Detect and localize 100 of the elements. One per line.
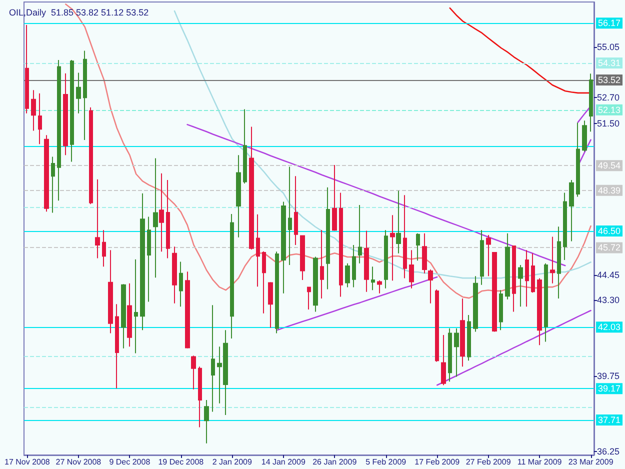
candlestick — [236, 154, 241, 238]
candlestick — [159, 172, 164, 252]
y-tick-label: 39.75 — [597, 371, 620, 382]
candlestick — [179, 261, 183, 308]
x-tick-label: 27 Nov 2008 — [56, 458, 102, 466]
candlestick — [147, 216, 151, 302]
candlestick — [89, 106, 93, 205]
candlestick — [384, 230, 388, 289]
candlestick — [492, 252, 497, 332]
candlestick — [364, 230, 369, 292]
x-tick-label: 23 Mar 2009 — [568, 458, 614, 466]
x-tick-label: 14 Jan 2009 — [261, 458, 306, 466]
line-series — [186, 124, 566, 266]
candlestick — [352, 244, 356, 288]
candlestick — [467, 314, 471, 362]
line-series — [276, 276, 438, 331]
candlestick — [70, 60, 74, 162]
ref-line-label: 37.71 — [598, 414, 621, 425]
x-tick-label: 2 Jan 2009 — [212, 458, 252, 466]
candlestick — [416, 232, 420, 262]
candlestick — [525, 250, 529, 308]
candlestick — [371, 266, 375, 291]
candlestick — [268, 282, 273, 328]
candlestick — [557, 226, 561, 299]
candlestick — [448, 328, 452, 382]
candlestick — [281, 201, 286, 294]
candlestick — [518, 264, 523, 308]
candlestick — [320, 230, 324, 299]
candlestick — [390, 214, 395, 282]
candlestick — [127, 282, 132, 348]
candlestick — [422, 232, 427, 274]
candlestick — [473, 276, 478, 332]
candlestick — [396, 190, 401, 254]
candlestick — [44, 134, 49, 212]
candlestick — [460, 298, 465, 368]
candlestick — [243, 108, 247, 184]
candlestick — [185, 271, 190, 349]
x-tick-label: 27 Feb 2009 — [466, 458, 512, 466]
candlestick — [115, 304, 119, 389]
candlestick — [230, 213, 234, 339]
candlestick — [249, 126, 254, 250]
candlestick — [204, 399, 209, 444]
candlestick — [531, 252, 535, 294]
ref-line-label: 52.13 — [598, 104, 621, 115]
candlestick — [332, 164, 337, 232]
candlestick — [582, 120, 587, 152]
candlestick — [544, 262, 548, 342]
candlestick — [31, 90, 36, 132]
candlestick — [256, 214, 260, 288]
candlestick — [140, 192, 145, 331]
candlestick — [499, 290, 503, 331]
ref-line-label: 53.52 — [598, 75, 621, 86]
candlestick — [25, 24, 29, 114]
y-tick-label: 44.45 — [597, 270, 620, 280]
candlestick — [345, 262, 350, 288]
candlestick — [307, 286, 311, 310]
candlestick — [409, 250, 414, 289]
y-tick-label: 55.05 — [597, 42, 620, 52]
candlestick — [569, 180, 574, 242]
candlestick — [589, 73, 593, 132]
candlestick — [121, 284, 126, 349]
line-series — [174, 10, 592, 279]
candlestick — [95, 178, 100, 259]
candlestick — [326, 186, 330, 290]
candlestick — [191, 355, 196, 390]
candlestick — [358, 204, 362, 264]
candlestick — [428, 268, 433, 304]
candlestick — [172, 246, 177, 304]
candlestick — [57, 60, 61, 202]
candlestick — [38, 92, 42, 145]
x-tick-label: 5 Feb 2009 — [366, 458, 407, 466]
candlestick — [294, 176, 298, 246]
candlestick — [211, 304, 215, 412]
candlestick — [550, 236, 555, 284]
x-tick-label: 17 Nov 2008 — [4, 458, 50, 466]
candlestick — [275, 251, 279, 334]
candlestick — [166, 180, 170, 259]
candlestick — [441, 334, 446, 386]
y-tick-label: 52.70 — [597, 92, 620, 103]
candlestick — [403, 194, 407, 279]
x-tick-label: 11 Mar 2009 — [517, 458, 562, 466]
candlestick — [537, 278, 542, 346]
candlestick — [505, 232, 510, 300]
y-tick-label: 51.50 — [597, 118, 620, 128]
candlestick — [153, 158, 158, 278]
candlestick — [339, 192, 343, 298]
candlestick — [300, 234, 305, 280]
x-tick-label: 26 Jan 2009 — [312, 458, 358, 466]
candlestick — [563, 192, 567, 260]
y-tick-label: 36.25 — [597, 446, 620, 456]
y-tick-label: 43.30 — [597, 294, 620, 305]
x-tick-label: 17 Feb 2009 — [414, 458, 460, 466]
candlestick — [51, 156, 55, 214]
candlestick — [102, 230, 106, 268]
candlestick — [377, 280, 382, 294]
ref-line-label: 56.17 — [598, 18, 621, 28]
candlestick — [512, 245, 516, 312]
candlestick — [313, 256, 318, 312]
candlestick — [480, 230, 484, 286]
candlestick — [198, 366, 202, 428]
